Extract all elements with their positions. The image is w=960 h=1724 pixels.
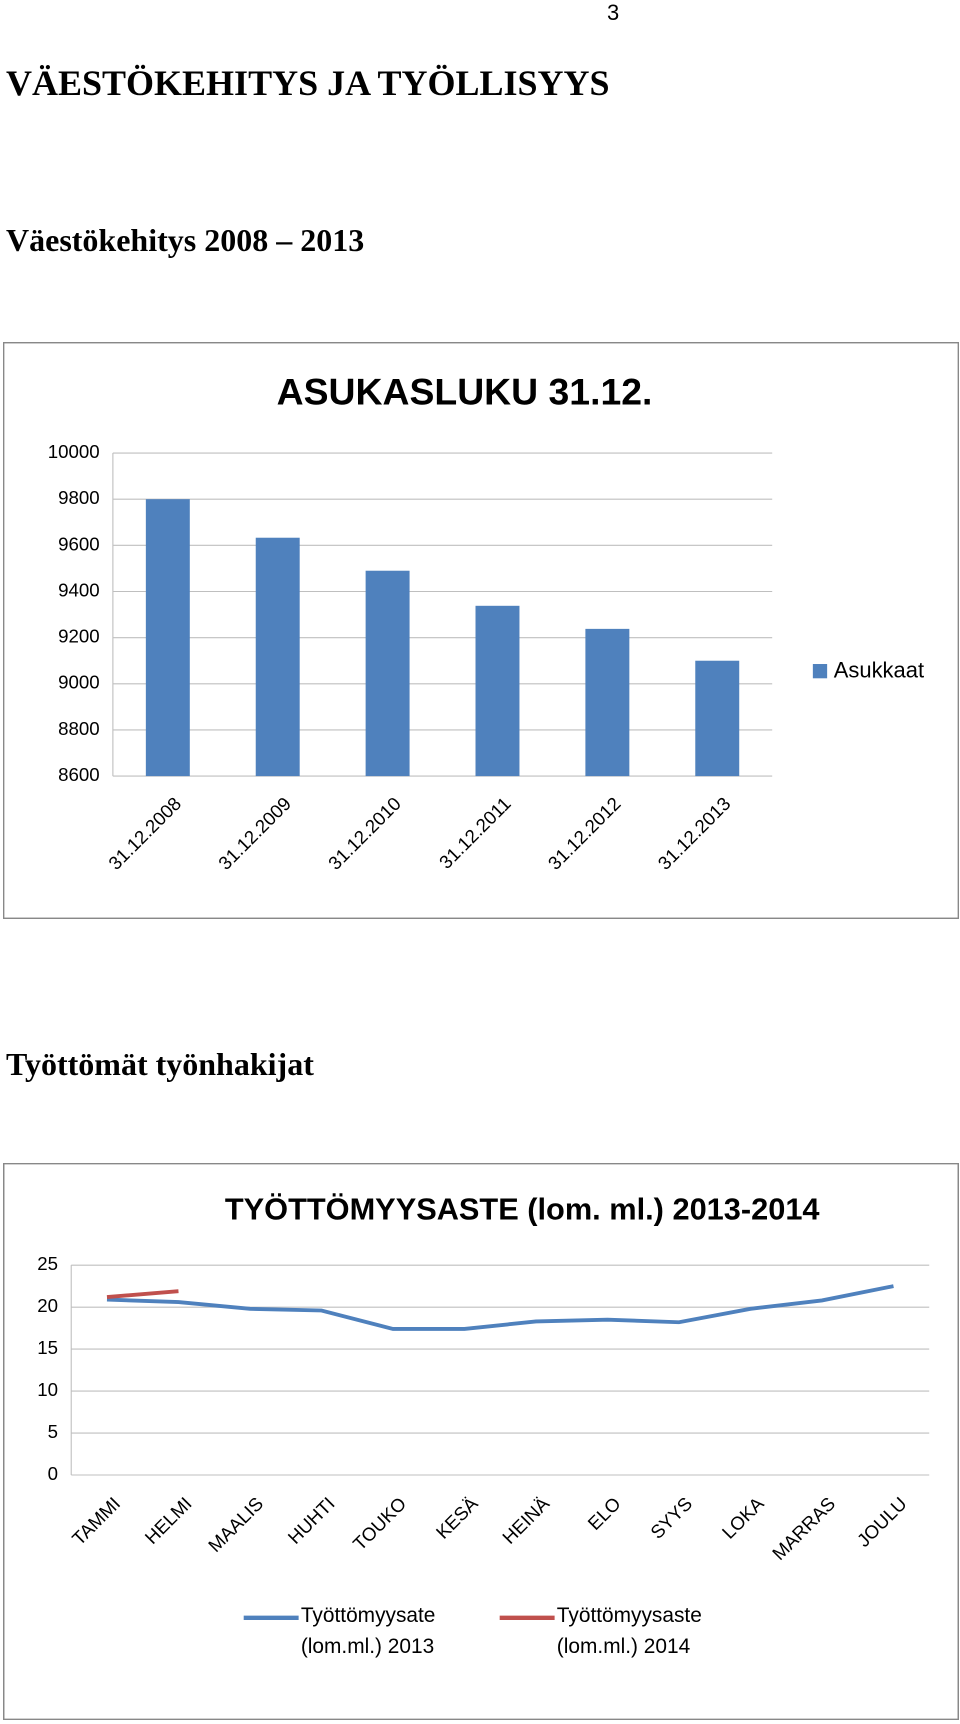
bar xyxy=(585,628,630,777)
bar xyxy=(475,605,520,777)
subheading: Väestökehitys 2008 – 2013 xyxy=(6,222,365,258)
y-tick-label: 25 xyxy=(37,1253,58,1274)
chart-title: ASUKASLUKU 31.12. xyxy=(277,371,653,413)
bar xyxy=(365,570,410,777)
line xyxy=(106,1284,894,1331)
y-tick-label: 10000 xyxy=(48,441,100,462)
legend-label-box: Työttömyysate (lom.ml.) 2013 xyxy=(300,1604,436,1659)
legend-label: Työttömyysate (lom.ml.) 2013 xyxy=(300,1604,436,1659)
y-tick-label: 9600 xyxy=(58,533,100,554)
legend-label: Asukkaat xyxy=(834,658,924,683)
page-number: 3 xyxy=(607,0,620,25)
y-tick-label: 9000 xyxy=(58,672,100,693)
y-tick-label: 5 xyxy=(48,1421,58,1442)
y-tick-label: 0 xyxy=(48,1463,58,1484)
bar xyxy=(255,537,300,777)
legend-swatch xyxy=(812,664,828,679)
bar xyxy=(695,660,740,777)
y-tick-label: 10 xyxy=(37,1379,58,1400)
legend-label: Työttömyysaste (lom.ml.) 2014 xyxy=(556,1604,702,1659)
heading: VÄESTÖKEHITYS JA TYÖLLISYYS xyxy=(6,63,610,103)
y-tick-label: 8800 xyxy=(58,718,100,739)
bar-chart: ASUKASLUKU 31.12. 8600 8800 9000 9200 9400 960… xyxy=(3,342,959,919)
y-tick-label: 8600 xyxy=(58,764,100,785)
line-chart: TYÖTTÖMYYSASTE (lom. ml.) 2013-2014 0 5 10 1… xyxy=(3,1163,959,1720)
bar xyxy=(145,499,190,777)
line xyxy=(106,1289,179,1299)
y-tick-label: 9200 xyxy=(58,626,100,647)
chart-title: TYÖTTÖMYYSASTE (lom. ml.) 2013-2014 xyxy=(225,1191,820,1226)
y-tick-label: 9400 xyxy=(58,579,100,600)
y-tick-label: 15 xyxy=(37,1337,58,1358)
subheading: Työttömät työnhakijat xyxy=(6,1046,314,1082)
legend-label-box: Työttömyysaste (lom.ml.) 2014 xyxy=(556,1604,702,1659)
y-tick-label: 20 xyxy=(37,1295,58,1316)
chart-frame xyxy=(3,1163,959,1720)
y-tick-label: 9800 xyxy=(58,487,100,508)
